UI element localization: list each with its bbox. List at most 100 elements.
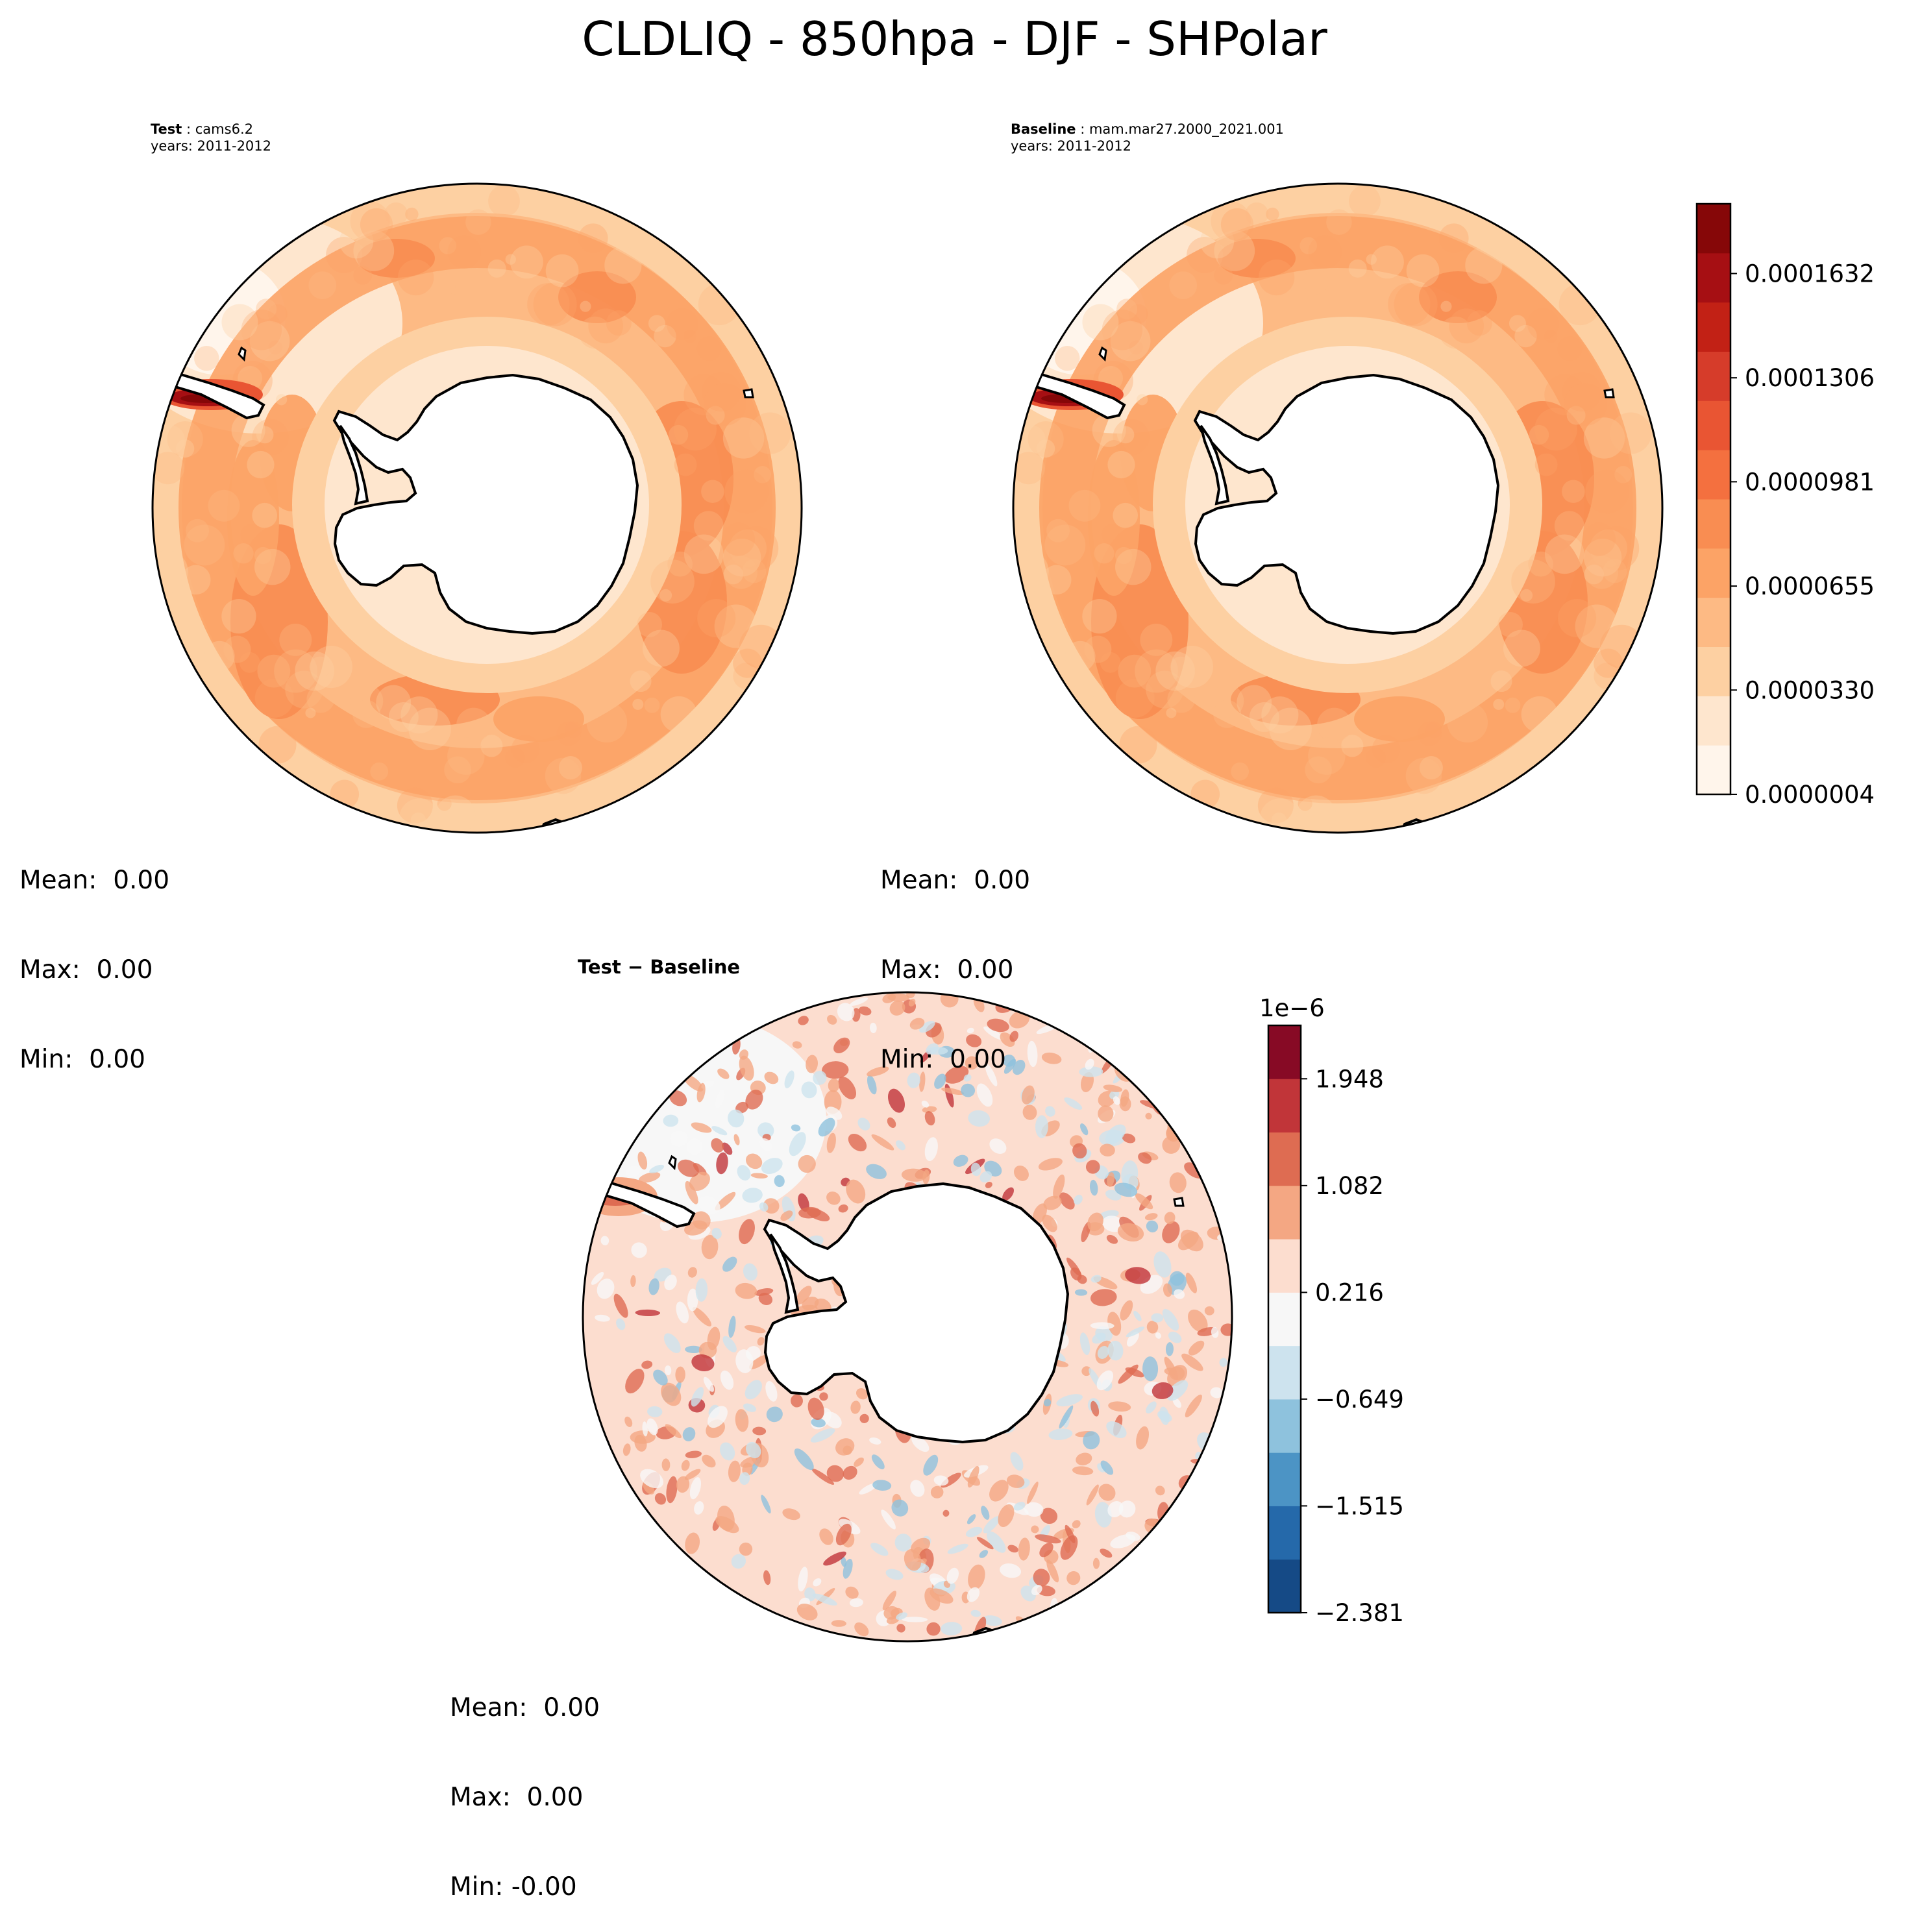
texture-blob	[1610, 412, 1652, 454]
diff-blob	[869, 1022, 877, 1033]
texture-blob	[268, 340, 283, 355]
colorbar-swatch	[1697, 548, 1730, 598]
texture-blob	[247, 450, 275, 479]
diff-blob	[970, 1609, 981, 1617]
diff-blob	[1040, 1508, 1058, 1524]
texture-blob	[659, 589, 672, 602]
texture-blob	[1166, 707, 1177, 718]
texture-blob	[1299, 237, 1318, 254]
baseline-max: Max: 0.00	[880, 955, 1014, 984]
diff-blob	[759, 1138, 772, 1151]
texture-blob	[339, 224, 374, 259]
island	[1098, 346, 1107, 362]
diff-blob	[1048, 1428, 1073, 1440]
test-label: Test	[151, 121, 182, 137]
diff-blob	[774, 1175, 785, 1188]
antarctica	[332, 373, 639, 635]
diff-blob	[981, 1506, 990, 1520]
diff-blob	[891, 1499, 909, 1517]
colorbar-tick-label: −0.649	[1315, 1386, 1404, 1413]
figure-title: CLDLIQ - 850hpa - DJF - SHPolar	[582, 12, 1327, 66]
diff-blob	[798, 1016, 809, 1025]
island	[743, 388, 754, 398]
diff-blob	[739, 1542, 753, 1556]
texture-blob	[578, 223, 608, 253]
colorbar-swatch	[1697, 597, 1730, 647]
diff-blob	[979, 1171, 992, 1182]
texture-blob	[487, 259, 506, 278]
texture-blob	[1406, 254, 1440, 287]
texture-blob	[1326, 209, 1352, 236]
diff-blob	[622, 1443, 631, 1456]
diff-blob	[845, 1586, 859, 1599]
diff-blob	[1079, 1332, 1090, 1355]
baseline-header: Baseline : mam.mar27.2000_2021.001 years…	[1011, 121, 1284, 154]
diff-blob	[850, 997, 868, 1006]
colorbar-swatch	[1268, 1132, 1301, 1186]
texture-blob	[186, 519, 210, 543]
texture-blob	[1140, 624, 1173, 656]
diff-blob	[1126, 1532, 1140, 1541]
diff-blob	[1013, 1502, 1026, 1511]
colorbar-swatch	[1268, 1292, 1301, 1347]
diff-blob	[858, 1006, 872, 1016]
diff-blob	[597, 1278, 615, 1299]
diff-blob	[764, 1071, 779, 1084]
texture-blob	[239, 652, 260, 673]
diff-blob	[591, 1271, 604, 1285]
diff-blob	[1118, 1500, 1136, 1518]
diff-blob	[1064, 1097, 1083, 1110]
texture-blob	[256, 299, 277, 320]
diff-blob	[833, 1037, 850, 1053]
diff-blob	[684, 1469, 701, 1480]
texture-blob	[1366, 254, 1377, 265]
texture-blob	[429, 273, 456, 299]
texture-blob	[696, 336, 722, 361]
diff-blob	[737, 1165, 751, 1181]
cloud-blob	[1218, 239, 1296, 278]
texture-blob	[208, 489, 240, 522]
texture-blob	[505, 254, 516, 265]
diff-blob	[1086, 1484, 1099, 1506]
diff-blob	[838, 1204, 848, 1213]
diff-blob	[872, 1480, 892, 1491]
texture-blob	[1167, 685, 1196, 713]
texture-blob	[254, 546, 272, 565]
texture-blob	[644, 697, 660, 713]
diff-blob	[631, 1242, 647, 1258]
diff-blob	[792, 1041, 802, 1049]
baseline-mean: Mean: 0.00	[880, 866, 1031, 895]
diff-blob	[1079, 1066, 1103, 1077]
texture-blob	[1585, 556, 1619, 589]
diff-blob	[1083, 1431, 1100, 1450]
diff-blob	[901, 1168, 928, 1182]
texture-blob	[456, 707, 491, 742]
diff-blob	[1107, 1172, 1115, 1187]
test-case: cams6.2	[195, 121, 253, 137]
colorbar-swatch	[1697, 252, 1730, 303]
texture-blob	[1113, 419, 1150, 456]
texture-blob	[674, 453, 697, 476]
diff-blob	[1153, 1251, 1172, 1278]
diff-blob	[1144, 1213, 1158, 1221]
map-boundary	[151, 182, 803, 834]
diff-blob	[1142, 1356, 1159, 1382]
texture-blob	[654, 324, 676, 348]
diff-blob	[826, 1465, 844, 1482]
texture-blob	[1505, 697, 1521, 713]
texture-blob	[480, 735, 503, 757]
colorbar-tick-label: 0.0001306	[1745, 364, 1875, 392]
diff-blob	[1155, 1332, 1161, 1339]
texture-blob	[1449, 308, 1484, 344]
texture-blob	[443, 269, 468, 295]
diff-blob	[784, 1070, 794, 1088]
diff-blob	[1135, 1193, 1153, 1210]
diff-blob	[722, 1256, 737, 1272]
diff-blob	[694, 1501, 704, 1515]
diff-blob	[666, 1476, 678, 1504]
storm-ring	[179, 216, 776, 800]
diff-blob	[711, 1126, 728, 1136]
texture-blob	[1558, 283, 1601, 326]
diff-blob	[635, 1309, 661, 1316]
texture-blob	[723, 564, 743, 585]
